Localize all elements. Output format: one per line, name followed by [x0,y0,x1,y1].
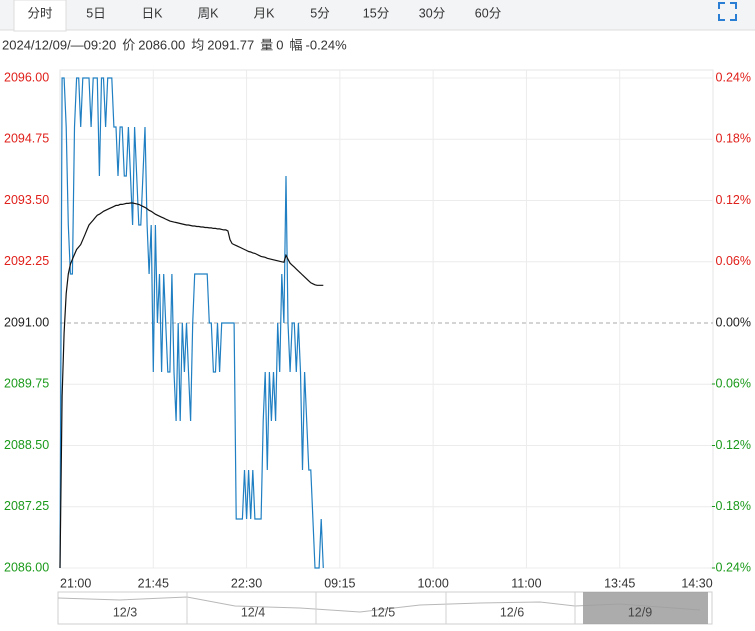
tab[interactable]: 5日 [86,6,105,20]
x-tick-label: 21:45 [138,576,169,590]
y2-tick-label: -0.12% [711,438,751,452]
y2-tick-label: 0.00% [716,315,751,329]
navigator-label: 12/9 [628,605,652,619]
info-avg: 2091.77 [207,37,254,52]
average-line [59,202,324,569]
active-tab [13,0,67,32]
fullscreen-icon[interactable] [718,2,737,21]
info-change: -0.24% [306,37,348,52]
x-tick-label: 21:00 [60,576,91,590]
y-tick-label: 2086.00 [4,560,49,574]
y2-tick-label: 0.18% [716,132,751,146]
y2-tick-label: 0.12% [716,193,751,207]
tab[interactable]: 5分 [310,6,329,20]
y2-tick-label: -0.06% [711,377,751,391]
info-avg-label: 均 [191,37,204,52]
info-change-label: 幅 [290,37,303,52]
y2-tick-label: 0.06% [716,254,751,268]
tab-bar [0,0,755,30]
y-tick-label: 2093.50 [4,193,49,207]
info-volume: 0 [276,37,283,52]
navigator-label: 12/5 [371,605,395,619]
y-tick-label: 2088.50 [4,438,49,452]
y-tick-label: 2092.25 [4,254,49,268]
x-tick-label: 13:45 [604,576,635,590]
x-tick-label: 10:00 [418,576,449,590]
tab[interactable]: 分时 [27,6,53,20]
tab[interactable]: 日K [142,6,164,20]
navigator-selection[interactable] [583,592,708,624]
x-tick-label: 14:30 [681,576,712,590]
x-tick-label: 22:30 [231,576,262,590]
info-datetime: 2024/12/09/—09:20 [2,37,116,52]
tab[interactable]: 15分 [363,6,389,20]
y-tick-label: 2089.75 [4,377,49,391]
info-price-label: 价 [122,37,135,52]
navigator-sparkline [57,596,701,613]
info-price: 2086.00 [138,37,185,52]
navigator-label: 12/6 [500,605,524,619]
y2-tick-label: 0.24% [716,70,751,84]
y2-tick-label: -0.18% [711,499,751,513]
y-tick-label: 2091.00 [4,315,49,329]
x-tick-label: 11:00 [511,576,541,590]
y-tick-label: 2087.25 [4,499,49,513]
y-tick-label: 2096.00 [4,70,49,84]
navigator-label: 12/3 [113,605,137,619]
navigator-dividers [186,592,576,624]
y2-tick-label: -0.24% [711,560,751,574]
price-line [59,77,324,569]
tab[interactable]: 月K [254,6,276,20]
navigator-label: 12/4 [241,605,265,619]
info-volume-label: 量 [260,37,273,52]
tab[interactable]: 60分 [475,6,501,20]
tab[interactable]: 周K [198,6,220,20]
x-tick-label: 09:15 [324,576,355,590]
tab[interactable]: 30分 [419,6,445,20]
y-tick-label: 2094.75 [4,132,49,146]
